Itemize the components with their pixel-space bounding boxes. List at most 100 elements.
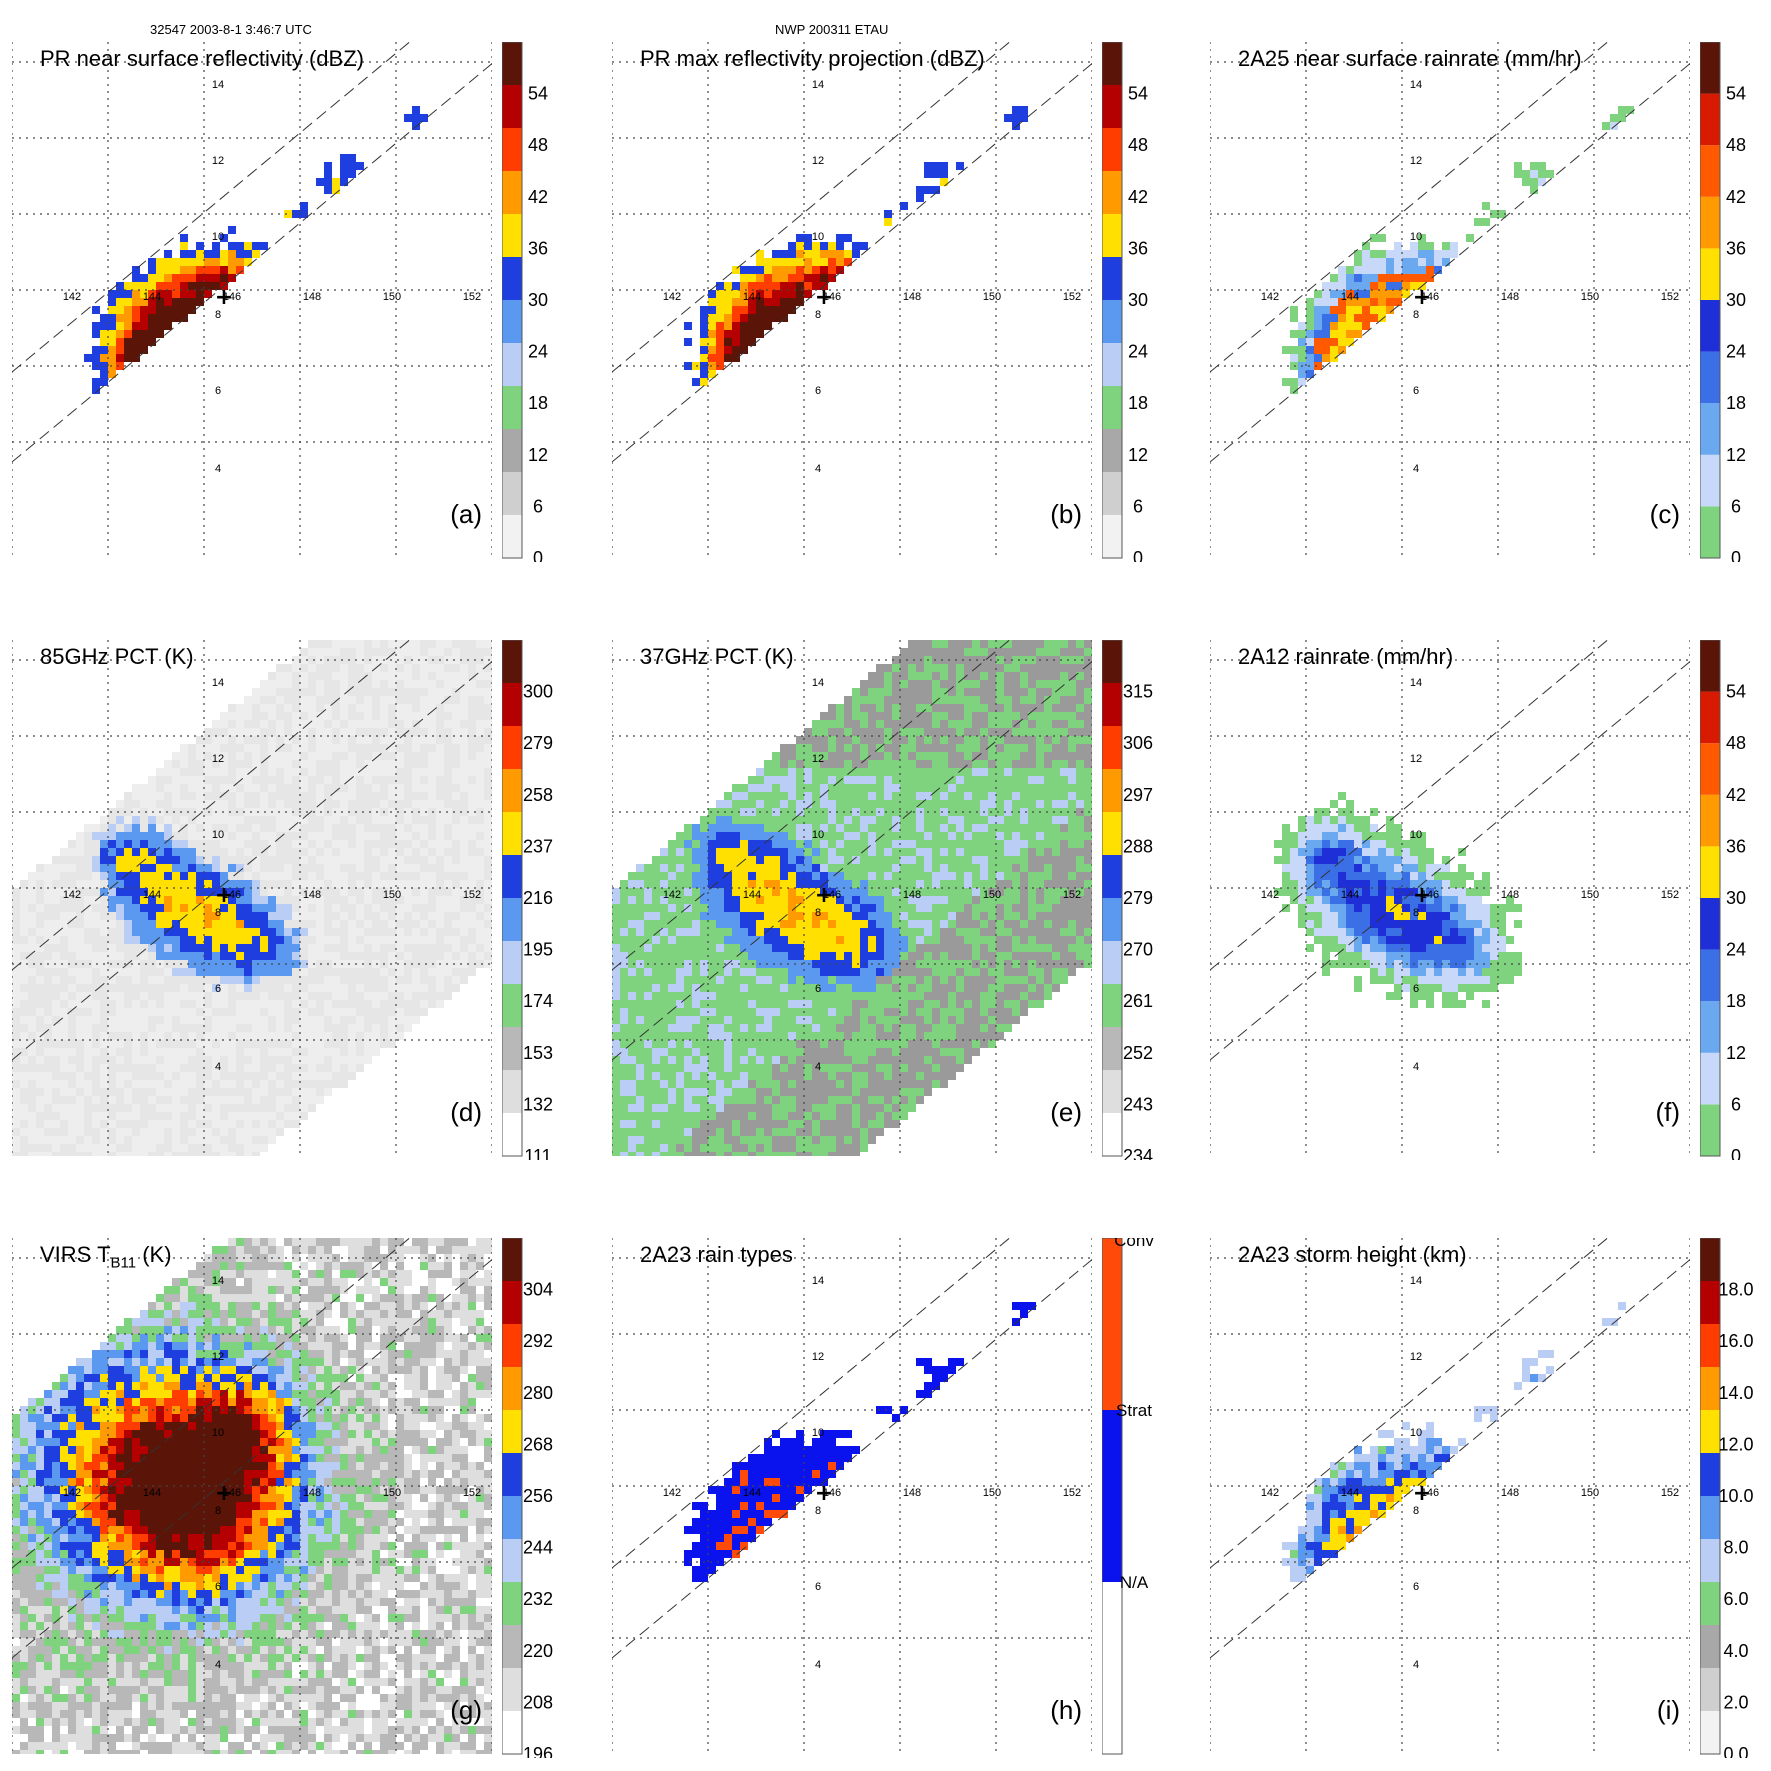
lon-label: 148 xyxy=(303,1487,321,1499)
colorbar-segment xyxy=(1102,472,1122,515)
lon-label: 144 xyxy=(143,889,161,901)
lon-label: 150 xyxy=(383,889,401,901)
lat-label: 12 xyxy=(212,753,224,765)
lat-label: 10 xyxy=(212,231,224,243)
colorbar-segment xyxy=(502,386,522,429)
colorbar-segment xyxy=(502,1281,522,1324)
colorbar-tick-label: 36 xyxy=(1726,836,1746,856)
lon-label: 142 xyxy=(1261,889,1279,901)
colorbar-tick-label: 36 xyxy=(1726,238,1746,258)
panel-title: 37GHz PCT (K) xyxy=(640,644,794,670)
colorbar-tick-label: 6 xyxy=(1731,496,1741,516)
lat-label: 12 xyxy=(812,155,824,167)
lon-label: 150 xyxy=(383,1487,401,1499)
colorbar-tick-label: 292 xyxy=(523,1331,553,1351)
lat-label: 4 xyxy=(815,1659,821,1671)
colorbar-segment xyxy=(502,1668,522,1711)
lon-label: 150 xyxy=(1581,889,1599,901)
map-plot: 142 144 146 148 150 152 4 6 8 10 12 14 + xyxy=(1210,42,1690,558)
colorbar-tick-label: 232 xyxy=(523,1589,553,1609)
lat-label: 14 xyxy=(1410,79,1422,91)
chart-panel-f: 142 144 146 148 150 152 4 6 8 10 12 14 +2A12 rainrat… xyxy=(1210,640,1746,1160)
colorbar-segment xyxy=(502,429,522,472)
colorbar-tick-label: 24 xyxy=(1726,940,1746,960)
colorbar-tick-label: 6.0 xyxy=(1723,1589,1748,1609)
data-field xyxy=(12,1238,492,1754)
colorbar-tick-label: 54 xyxy=(1128,84,1148,104)
colorbar-tick-label: 0 xyxy=(1731,1146,1741,1160)
colorbar-tick-label: 14.0 xyxy=(1718,1383,1753,1403)
colorbar-segment xyxy=(1700,93,1720,146)
lat-label: 8 xyxy=(815,907,821,919)
lon-label: 146 xyxy=(823,291,841,303)
data-field xyxy=(612,640,1092,1156)
colorbar-tick-label: 8.0 xyxy=(1723,1538,1748,1558)
lat-label: 8 xyxy=(815,309,821,321)
colorbar-segment xyxy=(502,640,522,683)
colorbar-tick-label: 48 xyxy=(1726,135,1746,155)
data-field xyxy=(1274,792,1522,1008)
lat-label: 10 xyxy=(212,1427,224,1439)
colorbar-segment xyxy=(502,1410,522,1453)
lat-label: 10 xyxy=(812,1427,824,1439)
lat-label: 4 xyxy=(215,1659,221,1671)
colorbar-segment xyxy=(1102,386,1122,429)
colorbar-tick-label: 24 xyxy=(528,342,548,362)
colorbar-tick-label: N/A xyxy=(1120,1573,1149,1592)
colorbar-segment xyxy=(1102,85,1122,128)
map-coordinate-labels: 142 144 146 148 150 152 4 6 8 10 12 14 + xyxy=(1261,677,1679,1073)
colorbar-segment xyxy=(1700,1281,1720,1324)
colorbar-tick-label: 270 xyxy=(1123,940,1153,960)
colorbar-segment xyxy=(502,898,522,941)
colorbar-segment xyxy=(1102,257,1122,300)
lat-label: 14 xyxy=(212,79,224,91)
colorbar-tick-label: 6 xyxy=(1731,1094,1741,1114)
colorbar-segment xyxy=(502,941,522,984)
data-field xyxy=(84,106,428,394)
colorbar-tick-label: 256 xyxy=(523,1486,553,1506)
map-grid xyxy=(612,42,1092,558)
colorbar-segment xyxy=(1700,300,1720,352)
colorbar-tick-label: 6 xyxy=(1133,496,1143,516)
map-plot: 142 144 146 148 150 152 4 6 8 10 12 14 + xyxy=(612,1238,1092,1754)
colorbar-segment xyxy=(1700,1001,1720,1053)
lon-label: 144 xyxy=(1341,1487,1359,1499)
lat-label: 4 xyxy=(815,1061,821,1073)
colorbar-tick-label: 30 xyxy=(1726,888,1746,908)
panel-letter: (h) xyxy=(1050,1695,1082,1725)
colorbar: 111 132 153 174 195 216 237 258 279 300 xyxy=(502,640,562,1160)
colorbar-segment xyxy=(1102,1070,1122,1113)
chart-panel-b: 142 144 146 148 150 152 4 6 8 10 12 14 + PR max refle… xyxy=(612,42,1148,562)
colorbar-segment xyxy=(1700,640,1720,692)
colorbar-segment xyxy=(1700,743,1720,795)
panel-letter: (b) xyxy=(1050,499,1082,529)
data-field xyxy=(684,1302,1036,1582)
lat-label: 6 xyxy=(215,983,221,995)
colorbar-tick-label: 0 xyxy=(533,548,543,562)
colorbar-tick-label: 315 xyxy=(1123,682,1153,702)
colorbar-segment xyxy=(502,1238,522,1281)
lon-label: 152 xyxy=(1063,889,1081,901)
colorbar-tick-label: 196 xyxy=(523,1744,553,1758)
lon-label: 146 xyxy=(1421,291,1439,303)
colorbar-tick-label: Conv xyxy=(1114,1238,1154,1250)
colorbar-segment xyxy=(1700,1582,1720,1625)
colorbar-segment xyxy=(502,855,522,898)
map-grid xyxy=(12,42,492,558)
map-plot: 142 144 146 148 150 152 4 6 8 10 12 14 + xyxy=(612,42,1092,558)
colorbar-tick-label: 132 xyxy=(523,1094,553,1114)
map-coordinate-labels: 142 144 146 148 150 152 4 6 8 10 12 14 + xyxy=(663,677,1081,1073)
location-cross-marker: + xyxy=(215,883,233,908)
location-cross-marker: + xyxy=(215,285,233,310)
lon-label: 152 xyxy=(463,1487,481,1499)
lat-label: 8 xyxy=(815,1505,821,1517)
lat-label: 6 xyxy=(815,385,821,397)
lat-label: 12 xyxy=(212,155,224,167)
location-cross-marker: + xyxy=(1413,285,1431,310)
panel-title: 2A23 storm height (km) xyxy=(1238,1242,1467,1268)
colorbar-tick-label: 153 xyxy=(523,1043,553,1063)
colorbar-segment xyxy=(502,42,522,85)
colorbar-segment xyxy=(1102,812,1122,855)
colorbar: 0 6 12 18 24 30 36 42 48 54 xyxy=(1700,640,1760,1160)
colorbar-tick-label: 244 xyxy=(523,1538,553,1558)
